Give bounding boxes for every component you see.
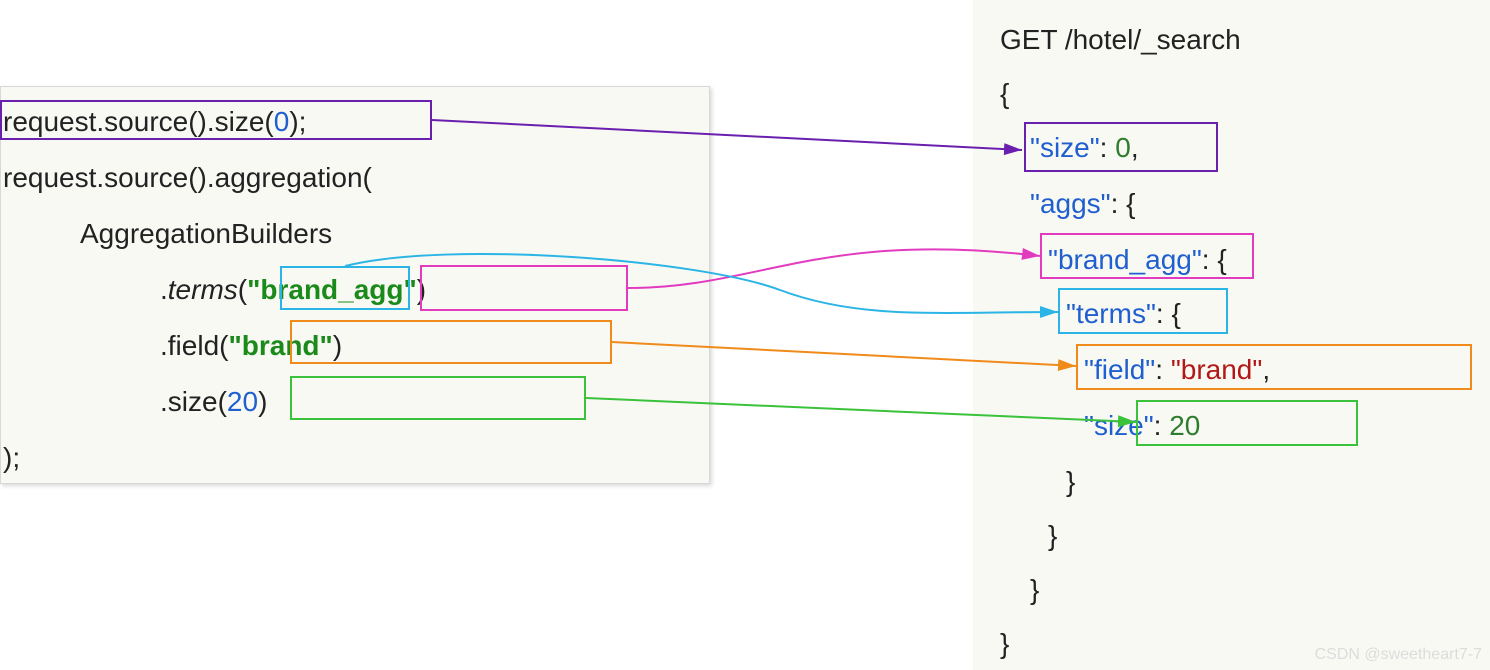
json-line-11: }	[1030, 574, 1039, 606]
code-text: (	[238, 274, 247, 305]
code-text: AggregationBuilders	[80, 218, 332, 249]
highlight-box-purple_right	[1024, 122, 1218, 172]
code-text: )	[258, 386, 267, 417]
code-method: terms	[168, 274, 238, 305]
json-key: "aggs"	[1030, 188, 1111, 219]
code-line-3: AggregationBuilders	[80, 218, 332, 250]
json-text: }	[1000, 628, 1009, 659]
code-line-6: .size(20)	[160, 386, 267, 418]
json-line-10: }	[1048, 520, 1057, 552]
json-text: }	[1030, 574, 1039, 605]
highlight-box-orange_left	[290, 320, 612, 364]
watermark: CSDN @sweetheart7-7	[1315, 646, 1482, 664]
json-line-12: }	[1000, 628, 1009, 660]
json-line-9: }	[1066, 466, 1075, 498]
json-text: {	[1000, 78, 1009, 109]
code-text: request.source().aggregation(	[3, 162, 372, 193]
json-line-2: {	[1000, 78, 1009, 110]
highlight-box-purple_left	[0, 100, 432, 140]
json-text: }	[1066, 466, 1075, 497]
highlight-box-cyan_right	[1058, 288, 1228, 334]
highlight-box-lime_left	[290, 376, 586, 420]
json-text: : {	[1111, 188, 1136, 219]
highlight-box-orange_right	[1076, 344, 1472, 390]
code-text: );	[3, 442, 20, 473]
json-text: GET /hotel/_search	[1000, 24, 1241, 55]
code-text: .	[160, 274, 168, 305]
code-line-2: request.source().aggregation(	[3, 162, 372, 194]
highlight-box-magenta_right	[1040, 233, 1254, 279]
code-text: .size(	[160, 386, 227, 417]
highlight-box-magenta_left	[420, 265, 628, 311]
highlight-box-lime_right	[1136, 400, 1358, 446]
json-line-1: GET /hotel/_search	[1000, 24, 1241, 56]
json-line-4: "aggs": {	[1030, 188, 1136, 220]
highlight-box-cyan_left	[280, 266, 410, 310]
json-text: }	[1048, 520, 1057, 551]
code-number: 20	[227, 386, 258, 417]
json-query-panel	[973, 0, 1490, 670]
code-line-7: );	[3, 442, 20, 474]
code-text: .field(	[160, 330, 228, 361]
